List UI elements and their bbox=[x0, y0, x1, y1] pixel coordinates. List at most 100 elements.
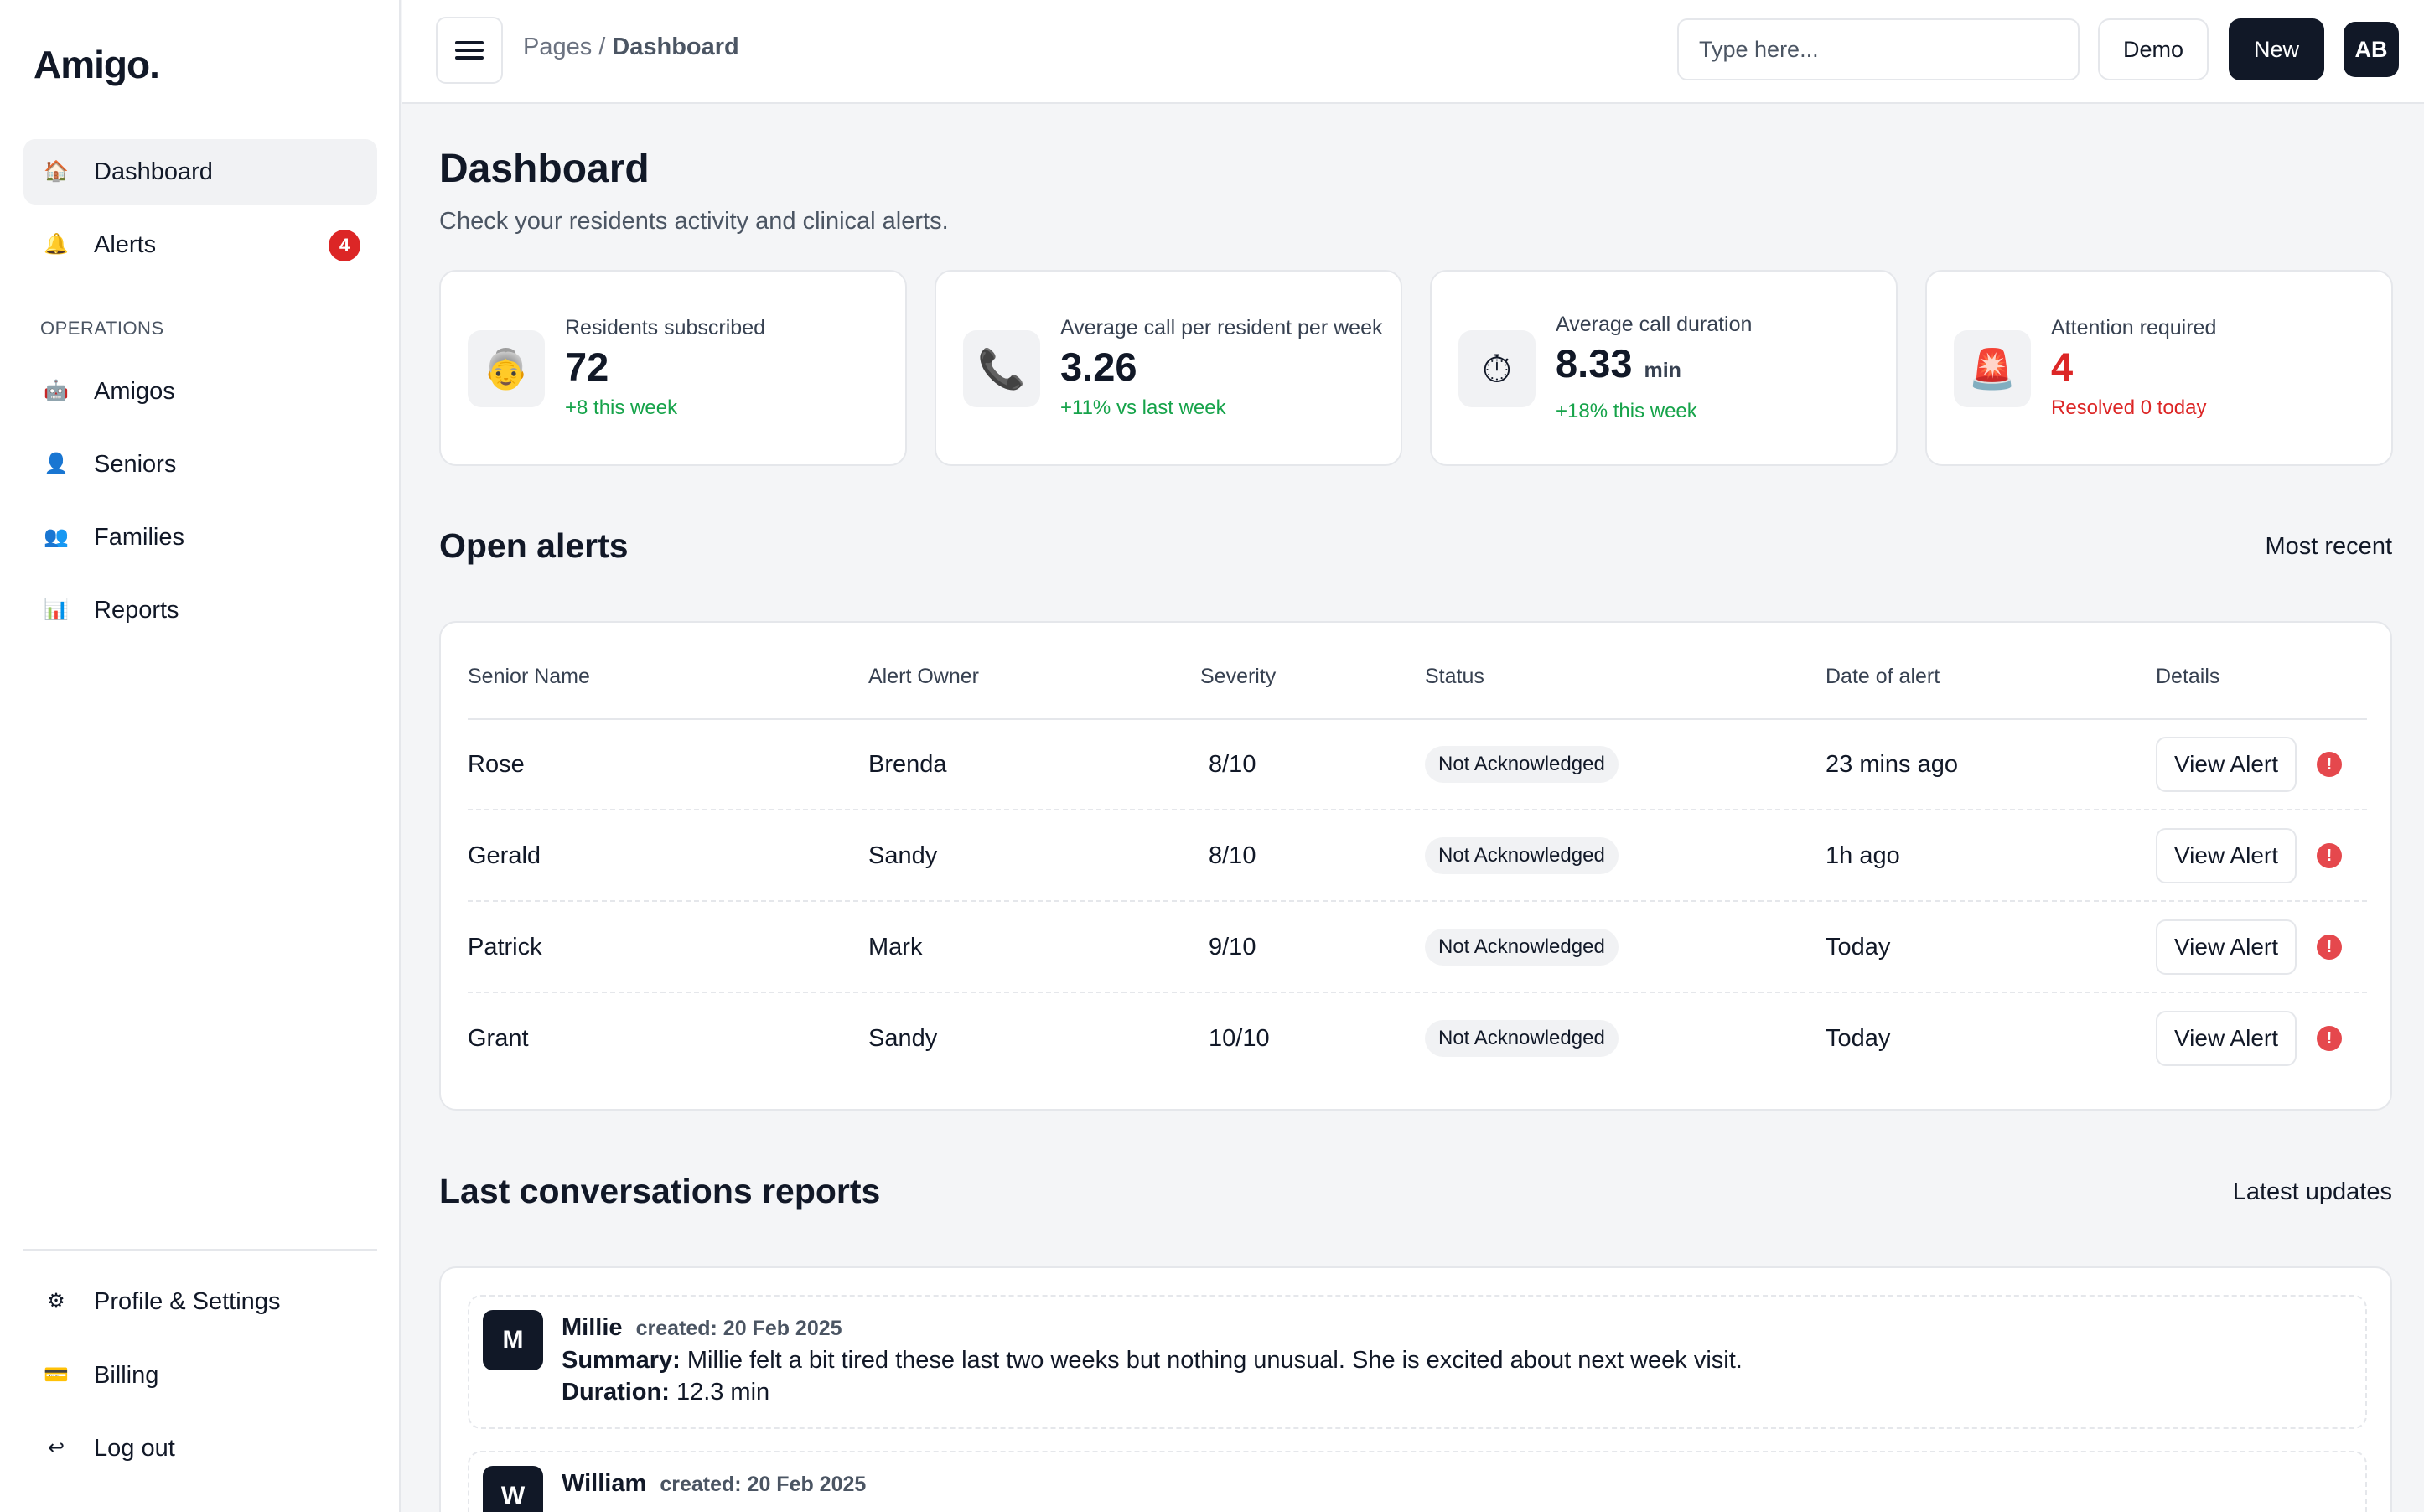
sidebar-item-label: Amigos bbox=[94, 377, 175, 405]
alert-date: 1h ago bbox=[1826, 841, 1900, 869]
status-cell: Not Acknowledged bbox=[1425, 903, 1619, 992]
person-icon: 👤 bbox=[44, 453, 69, 475]
severity: 8/10 bbox=[1209, 841, 1256, 869]
people-icon: 👥 bbox=[44, 526, 69, 548]
conversations-title: Last conversations reports bbox=[439, 1172, 881, 1210]
latest-updates-link[interactable]: Latest updates bbox=[2232, 1178, 2392, 1205]
stat-card-residents: 👵 Residents subscribed 72 +8 this week bbox=[439, 270, 907, 466]
sidebar-item-alerts[interactable]: 🔔 Alerts 4 bbox=[23, 212, 377, 277]
top-header: Pages/Dashboard Demo New AB bbox=[402, 0, 2424, 104]
new-button[interactable]: New bbox=[2229, 18, 2324, 80]
breadcrumb-parent[interactable]: Pages bbox=[523, 34, 593, 60]
sidebar-item-amigos[interactable]: 🤖 Amigos bbox=[23, 359, 377, 424]
details-cell: View Alert ! bbox=[2156, 903, 2342, 992]
sidebar-item-reports[interactable]: 📊 Reports bbox=[23, 577, 377, 643]
logout-icon: ↩ bbox=[47, 1437, 65, 1459]
table-row: Grant Sandy 10/10 Not Acknowledged Today… bbox=[468, 994, 2367, 1085]
details-cell: View Alert ! bbox=[2156, 994, 2342, 1083]
siren-icon: 🚨 bbox=[1954, 330, 2031, 407]
column-header: Senior Name bbox=[468, 665, 590, 688]
status-cell: Not Acknowledged bbox=[1425, 720, 1619, 809]
hamburger-icon bbox=[455, 41, 484, 60]
stat-change: Resolved 0 today bbox=[2051, 396, 2207, 419]
stat-value: 4 bbox=[2051, 344, 2074, 389]
table-row: Rose Brenda 8/10 Not Acknowledged 23 min… bbox=[468, 720, 2367, 810]
sidebar-item-billing[interactable]: 💳 Billing bbox=[23, 1343, 377, 1408]
sidebar-item-label: Seniors bbox=[94, 450, 177, 478]
list-item[interactable]: M Millie created: 20 Feb 2025 Summary: M… bbox=[468, 1295, 2367, 1429]
credit-card-icon: 💳 bbox=[44, 1364, 69, 1386]
status-badge: Not Acknowledged bbox=[1425, 837, 1619, 874]
status-badge: Not Acknowledged bbox=[1425, 929, 1619, 966]
operations-section-label: OPERATIONS bbox=[40, 318, 164, 339]
house-icon: 🏠 bbox=[44, 160, 69, 183]
details-cell: View Alert ! bbox=[2156, 811, 2342, 900]
stat-unit: min bbox=[1644, 359, 1681, 382]
stat-label: Residents subscribed bbox=[565, 316, 766, 339]
sidebar-item-label: Profile & Settings bbox=[94, 1287, 281, 1315]
page-subtitle: Check your residents activity and clinic… bbox=[439, 208, 949, 235]
sidebar-item-label: Alerts bbox=[94, 230, 157, 258]
menu-toggle-button[interactable] bbox=[436, 17, 503, 84]
app-logo[interactable]: Amigo. bbox=[34, 43, 160, 86]
stopwatch-icon: ⏱ bbox=[1458, 330, 1536, 407]
bell-icon: 🔔 bbox=[44, 233, 69, 256]
conversation-content: Millie created: 20 Feb 2025 Summary: Mil… bbox=[562, 1312, 1743, 1408]
sidebar-item-label: Log out bbox=[94, 1434, 175, 1462]
search-input[interactable] bbox=[1677, 18, 2080, 80]
breadcrumb-separator: / bbox=[598, 34, 606, 60]
alert-date: 23 mins ago bbox=[1826, 750, 1958, 778]
table-header-divider bbox=[468, 718, 2367, 720]
alert-owner: Sandy bbox=[868, 841, 938, 869]
conversation-name: Millie bbox=[562, 1314, 623, 1341]
sidebar-item-label: Billing bbox=[94, 1361, 159, 1389]
senior-name: Rose bbox=[468, 750, 525, 778]
sidebar-item-seniors[interactable]: 👤 Seniors bbox=[23, 432, 377, 497]
open-alerts-table: Senior Name Alert Owner Severity Status … bbox=[439, 621, 2392, 1111]
robot-icon: 🤖 bbox=[44, 380, 69, 402]
senior-name: Patrick bbox=[468, 933, 542, 961]
sidebar-item-profile-settings[interactable]: ⚙ Profile & Settings bbox=[23, 1269, 377, 1334]
conversation-name: William bbox=[562, 1470, 647, 1497]
severity: 8/10 bbox=[1209, 750, 1256, 778]
stat-change: +11% vs last week bbox=[1060, 396, 1226, 419]
stat-change: +18% this week bbox=[1556, 400, 1697, 422]
gear-icon: ⚙ bbox=[47, 1290, 65, 1313]
alert-exclamation-icon: ! bbox=[2317, 752, 2342, 777]
sidebar-item-logout[interactable]: ↩ Log out bbox=[23, 1416, 377, 1481]
bar-chart-icon: 📊 bbox=[44, 598, 69, 621]
sort-most-recent[interactable]: Most recent bbox=[2265, 533, 2393, 560]
list-item[interactable]: W William created: 20 Feb 2025 bbox=[468, 1451, 2367, 1512]
column-header: Alert Owner bbox=[868, 665, 979, 688]
alert-owner: Sandy bbox=[868, 1024, 938, 1052]
details-cell: View Alert ! bbox=[2156, 720, 2342, 809]
alert-date: Today bbox=[1826, 933, 1891, 961]
conversation-created: created: 20 Feb 2025 bbox=[660, 1473, 867, 1496]
sidebar-item-dashboard[interactable]: 🏠 Dashboard bbox=[23, 139, 377, 205]
view-alert-button[interactable]: View Alert bbox=[2156, 919, 2297, 975]
stat-label: Attention required bbox=[2051, 316, 2217, 339]
view-alert-button[interactable]: View Alert bbox=[2156, 828, 2297, 883]
summary-label: Summary: bbox=[562, 1347, 681, 1374]
sidebar-item-label: Families bbox=[94, 523, 184, 551]
user-avatar[interactable]: AB bbox=[2344, 22, 2399, 77]
column-header: Details bbox=[2156, 665, 2220, 688]
breadcrumb: Pages / Dashboard bbox=[523, 34, 739, 61]
stat-card-avg-duration: ⏱ Average call duration 8.33 min +18% thi… bbox=[1430, 270, 1898, 466]
sidebar-item-families[interactable]: 👥 Families bbox=[23, 505, 377, 570]
demo-button[interactable]: Demo bbox=[2098, 18, 2209, 80]
senior-name: Grant bbox=[468, 1024, 529, 1052]
view-alert-button[interactable]: View Alert bbox=[2156, 1011, 2297, 1066]
sidebar-item-label: Reports bbox=[94, 596, 179, 624]
column-header: Severity bbox=[1200, 665, 1277, 688]
conversation-content: William created: 20 Feb 2025 bbox=[562, 1468, 866, 1500]
alert-exclamation-icon: ! bbox=[2317, 935, 2342, 960]
alert-date: Today bbox=[1826, 1024, 1891, 1052]
view-alert-button[interactable]: View Alert bbox=[2156, 737, 2297, 792]
stat-value: 8.33 min bbox=[1556, 341, 1681, 386]
status-cell: Not Acknowledged bbox=[1425, 994, 1619, 1083]
older-woman-icon: 👵 bbox=[468, 330, 545, 407]
conversation-duration: 12.3 min bbox=[676, 1379, 770, 1406]
table-row: Patrick Mark 9/10 Not Acknowledged Today… bbox=[468, 903, 2367, 993]
conversation-summary: Millie felt a bit tired these last two w… bbox=[686, 1347, 1743, 1374]
